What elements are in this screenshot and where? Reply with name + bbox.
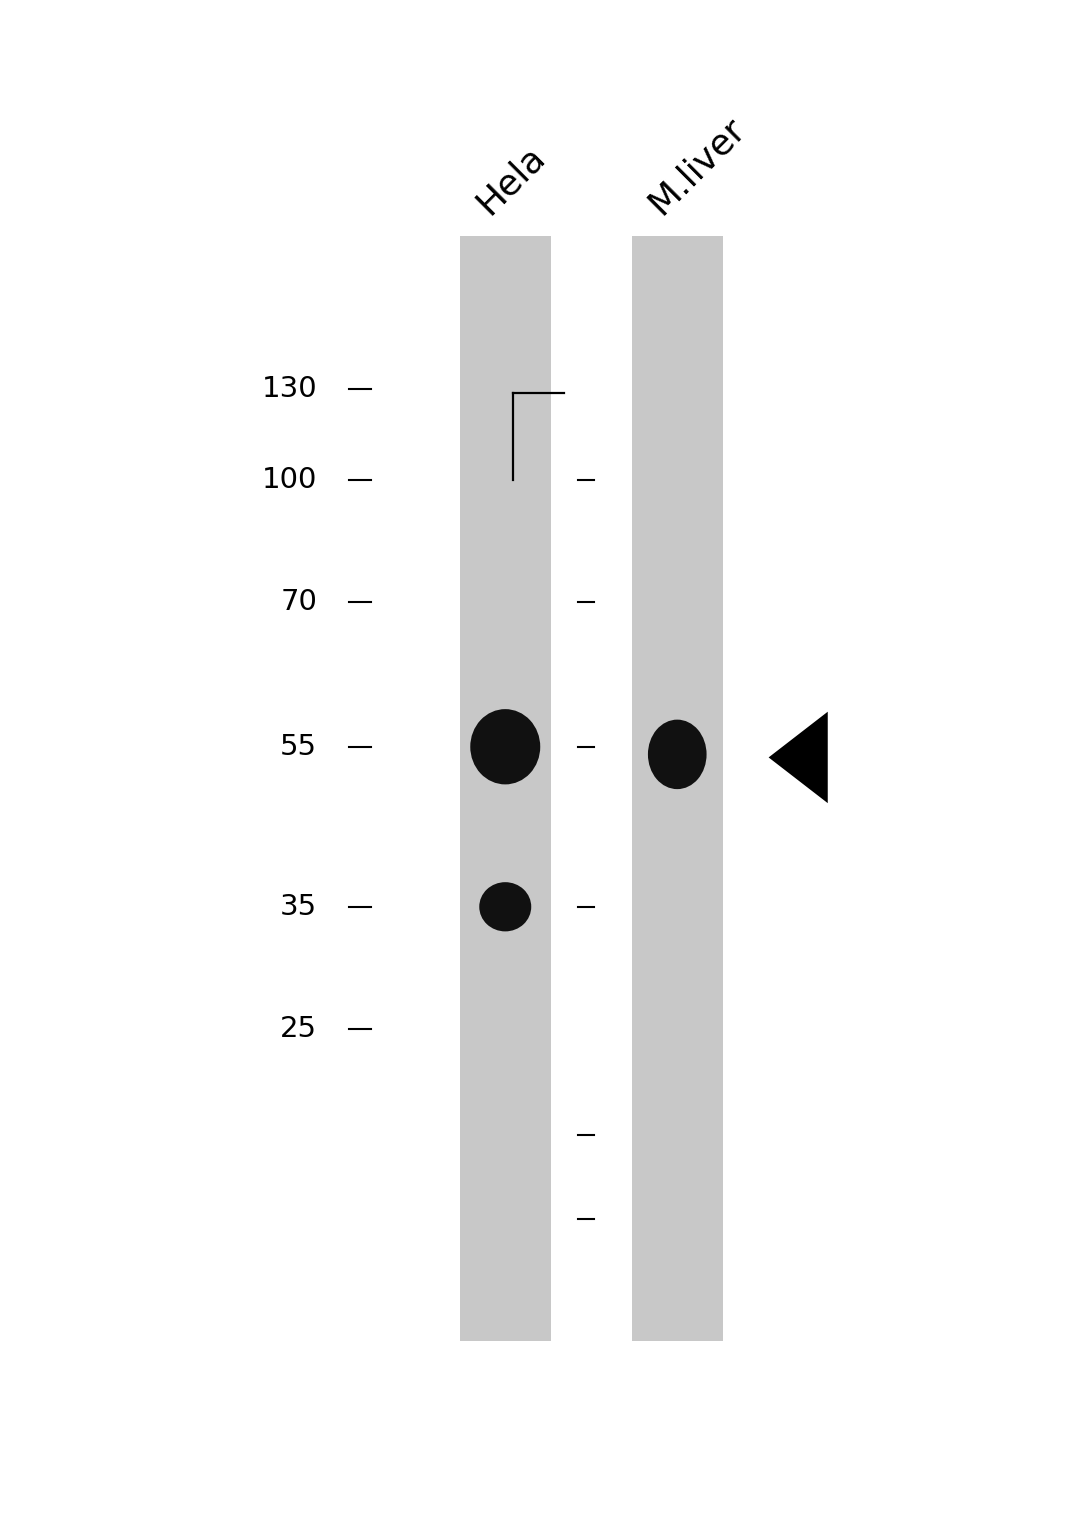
Ellipse shape bbox=[479, 882, 531, 931]
Text: 25: 25 bbox=[281, 1015, 317, 1042]
Text: 70: 70 bbox=[281, 588, 317, 616]
Text: 35: 35 bbox=[280, 893, 317, 920]
Text: 100: 100 bbox=[261, 466, 317, 494]
Ellipse shape bbox=[470, 709, 541, 785]
Bar bbox=[632, 236, 722, 1341]
Text: Hela: Hela bbox=[471, 140, 551, 221]
Text: 130: 130 bbox=[261, 375, 317, 402]
Text: 55: 55 bbox=[281, 733, 317, 760]
Text: M.liver: M.liver bbox=[643, 111, 752, 221]
Bar bbox=[460, 236, 551, 1341]
Ellipse shape bbox=[648, 719, 706, 789]
Polygon shape bbox=[769, 712, 828, 803]
